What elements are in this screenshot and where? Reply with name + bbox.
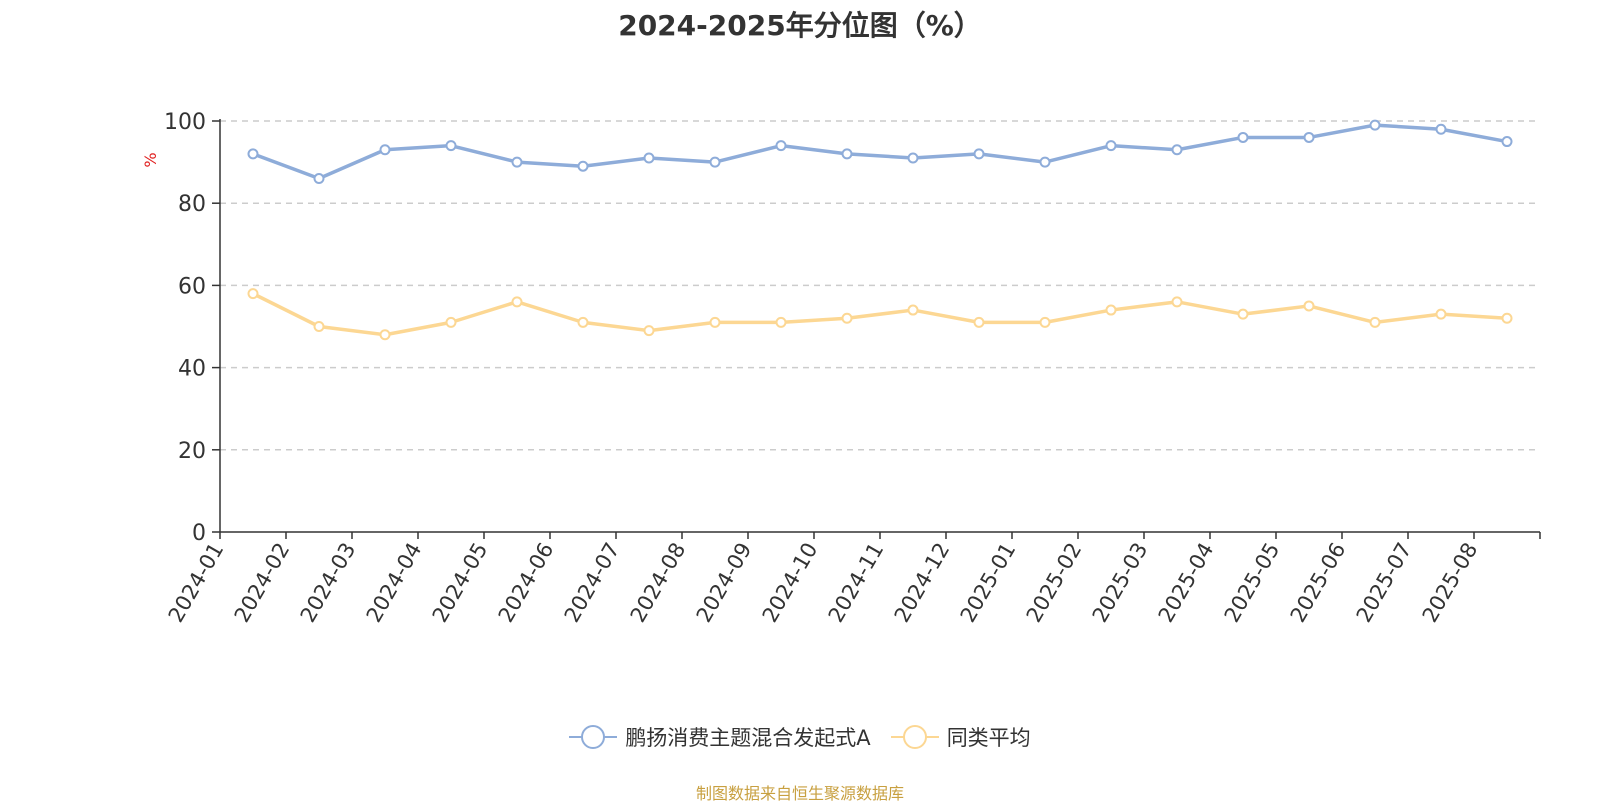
x-tick-label: 2025-04 [1154,539,1219,627]
data-point [577,316,589,328]
data-point [973,148,985,160]
data-point [247,288,259,300]
source-note: 制图数据来自恒生聚源数据库 [695,784,904,803]
data-point [511,296,523,308]
y-tick-label: 20 [178,439,206,464]
data-point [313,321,325,332]
y-tick-label: 0 [192,521,206,546]
x-tick-label: 2025-02 [1022,539,1087,627]
data-point [907,304,919,316]
data-point [313,173,325,185]
x-tick-label: 2024-09 [692,539,757,627]
data-point [841,312,853,324]
data-point [643,325,655,337]
x-tick-label: 2024-07 [560,539,625,627]
data-point [1039,156,1051,168]
legend-item-1[interactable]: 鹏扬消费主题混合发起式A [569,722,871,752]
x-tick-label: 2025-01 [956,539,1021,627]
y-tick-label: 40 [178,357,206,382]
legend-item-2[interactable]: 同类平均 [890,722,1031,752]
data-point [1171,296,1183,308]
data-point [379,144,391,156]
grid-layer [220,120,1540,451]
legend-marker-icon [569,725,618,749]
data-point [1237,308,1249,320]
data-point [1171,144,1183,156]
data-point [1369,119,1381,131]
data-point [445,140,457,152]
series-line-1 [252,123,1508,181]
data-point [643,152,655,164]
data-point [1105,304,1117,316]
data-point [709,156,721,168]
legend-label: 同类平均 [946,726,1031,750]
x-tick-label: 2024-03 [296,539,361,627]
data-point [973,316,985,328]
x-tick-label: 2025-08 [1418,539,1483,627]
data-point [775,140,787,152]
x-tick-label: 2024-05 [428,539,493,627]
x-tick-label: 2024-04 [362,539,427,627]
data-point [1237,131,1249,143]
data-point [775,316,787,328]
data-point [577,160,589,172]
x-tick-label: 2025-05 [1220,539,1285,627]
legend-label: 鹏扬消费主题混合发起式A [625,726,871,750]
data-point [247,148,259,160]
data-point [511,156,523,168]
data-point [1501,136,1513,148]
series-line-2 [252,292,1508,337]
data-point [841,148,853,160]
x-tick-label: 2025-06 [1286,539,1351,627]
x-tick-label: 2025-03 [1088,539,1153,627]
chart-title: 2024-2025年分位图（%） [618,9,982,42]
legend-marker-icon [890,725,939,749]
data-point [1303,300,1315,312]
data-point [1435,123,1447,135]
legend: 鹏扬消费主题混合发起式A 同类平均 [0,722,1600,752]
data-point [379,329,391,341]
x-tick-label: 2024-08 [626,539,691,627]
y-tick-label: 60 [178,274,206,299]
x-tick-label: 2024-12 [890,539,955,627]
data-point [1105,140,1117,152]
y-tick-label: 80 [178,192,206,217]
data-point [1039,316,1051,328]
data-point [709,316,721,328]
x-tick-label: 2024-02 [230,539,295,627]
x-tick-label: 2025-07 [1352,539,1417,627]
x-tick-label: 2024-06 [494,539,559,627]
y-axis-label: % [141,152,160,167]
line-chart: 0 20 40 60 80 100 2024-01 2024-02 2024-03 2024-04… [141,110,1541,627]
data-point [1435,308,1447,320]
x-tick-label: 2024-10 [758,539,823,627]
data-point [1303,131,1315,143]
data-point [907,152,919,164]
series-layer [247,119,1513,341]
y-tick-label: 100 [164,110,206,135]
x-tick-label: 2024-01 [164,539,229,627]
data-point [1369,316,1381,328]
data-point [445,316,457,328]
data-point [1501,312,1513,324]
x-tick-label: 2024-11 [824,539,889,627]
